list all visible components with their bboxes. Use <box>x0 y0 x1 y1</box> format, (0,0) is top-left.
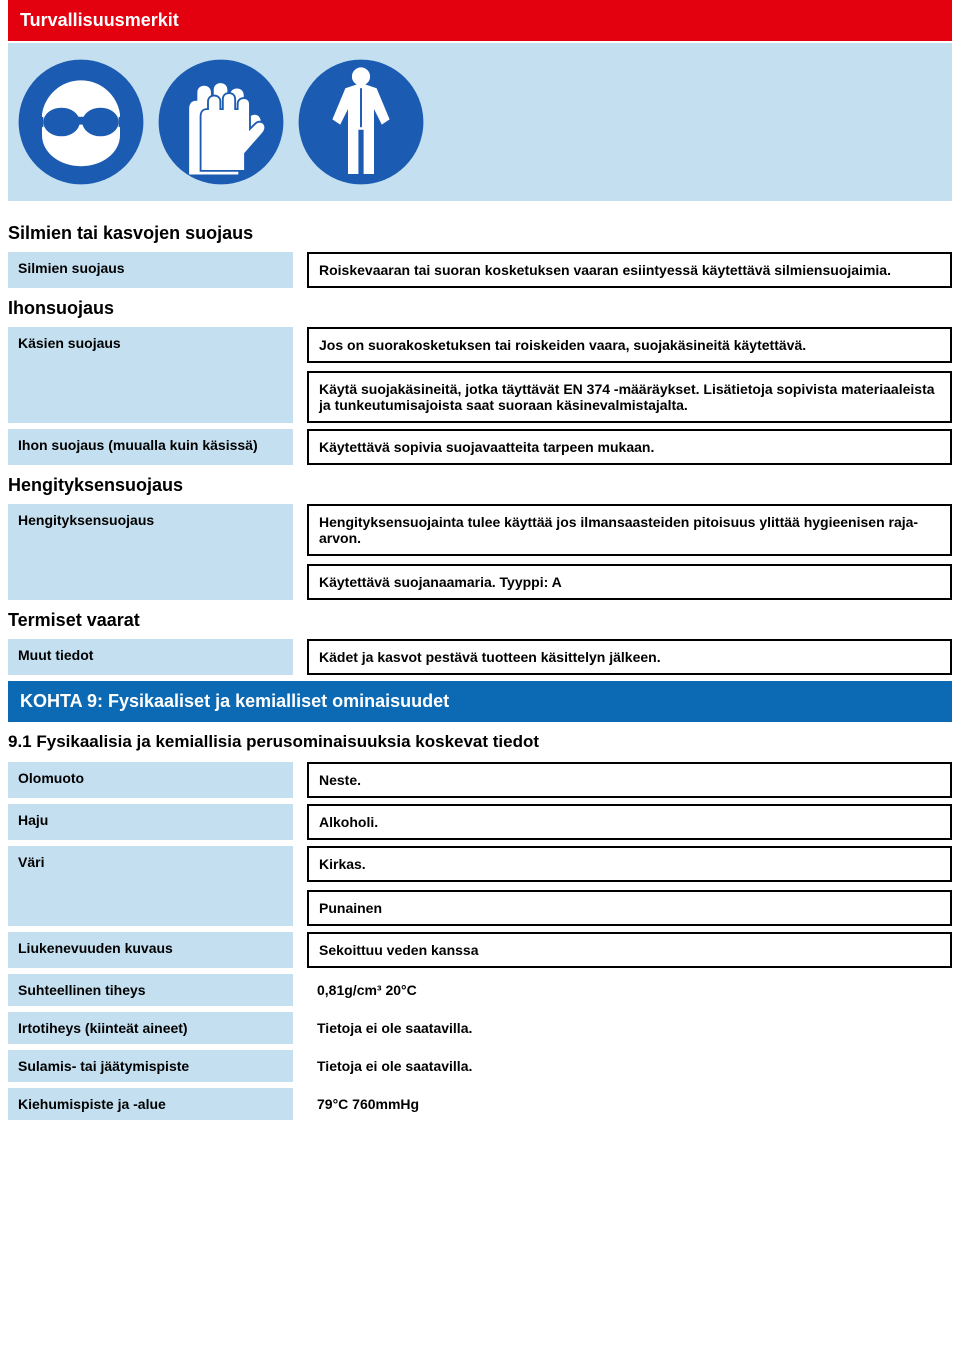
eye-protection-icon <box>16 57 146 187</box>
eye-protection-label: Silmien suojaus <box>8 252 293 288</box>
liuk-row: Liukenevuuden kuvaus Sekoittuu veden kan… <box>8 932 952 968</box>
tiheys-value: 0,81g/cm³ 20°C <box>307 974 952 1006</box>
irto-value: Tietoja ei ole saatavilla. <box>307 1012 952 1044</box>
other-info-value: Kädet ja kasvot pestävä tuotteen käsitte… <box>307 639 952 675</box>
resp-value-2: Käytettävä suojanaamaria. Tyyppi: A <box>307 564 952 600</box>
irto-label: Irtotiheys (kiinteät aineet) <box>8 1012 293 1044</box>
tiheys-row: Suhteellinen tiheys 0,81g/cm³ 20°C <box>8 974 952 1006</box>
sulamis-value: Tietoja ei ole saatavilla. <box>307 1050 952 1082</box>
sulamis-row: Sulamis- tai jäätymispiste Tietoja ei ol… <box>8 1050 952 1082</box>
skin-title: Ihonsuojaus <box>8 294 952 327</box>
hands-value-1: Jos on suorakosketuksen tai roiskeiden v… <box>307 327 952 363</box>
eye-face-title: Silmien tai kasvojen suojaus <box>8 219 952 252</box>
section-9-header: KOHTA 9: Fysikaaliset ja kemialliset omi… <box>8 681 952 722</box>
kiehu-value: 79°C 760mmHg <box>307 1088 952 1120</box>
skin-other-row: Ihon suojaus (muualla kuin käsissä) Käyt… <box>8 429 952 465</box>
gloves-icon <box>156 57 286 187</box>
irto-row: Irtotiheys (kiinteät aineet) Tietoja ei … <box>8 1012 952 1044</box>
haju-label: Haju <box>8 804 293 840</box>
kiehu-label: Kiehumispiste ja -alue <box>8 1088 293 1120</box>
resp-value-1: Hengityksensuojainta tulee käyttää jos i… <box>307 504 952 556</box>
protective-clothing-icon <box>296 57 426 187</box>
liuk-label: Liukenevuuden kuvaus <box>8 932 293 968</box>
resp-row: Hengityksensuojaus Hengityksensuojainta … <box>8 504 952 600</box>
safety-signs-header: Turvallisuusmerkit <box>8 0 952 41</box>
haju-row: Haju Alkoholi. <box>8 804 952 840</box>
vari-value-2: Punainen <box>307 890 952 926</box>
olomuoto-value: Neste. <box>307 762 952 798</box>
section-9-sub: 9.1 Fysikaalisia ja kemiallisia perusomi… <box>8 730 952 762</box>
eye-protection-row: Silmien suojaus Roiskevaaran tai suoran … <box>8 252 952 288</box>
skin-other-label: Ihon suojaus (muualla kuin käsissä) <box>8 429 293 465</box>
safety-icons-band <box>8 43 952 201</box>
skin-other-value: Käytettävä sopivia suojavaatteita tarpee… <box>307 429 952 465</box>
olomuoto-label: Olomuoto <box>8 762 293 798</box>
resp-title: Hengityksensuojaus <box>8 471 952 504</box>
eye-protection-value: Roiskevaaran tai suoran kosketuksen vaar… <box>307 252 952 288</box>
liuk-value: Sekoittuu veden kanssa <box>307 932 952 968</box>
hands-value-2: Käytä suojakäsineitä, jotka täyttävät EN… <box>307 371 952 423</box>
hands-row: Käsien suojaus Jos on suorakosketuksen t… <box>8 327 952 423</box>
other-info-row: Muut tiedot Kädet ja kasvot pestävä tuot… <box>8 639 952 675</box>
page: Turvallisuusmerkit Silmien tai kasvojen <box>0 0 960 1132</box>
thermal-title: Termiset vaarat <box>8 606 952 639</box>
vari-label: Väri <box>8 846 293 926</box>
vari-row: Väri Kirkas. Punainen <box>8 846 952 926</box>
vari-value-1: Kirkas. <box>307 846 952 882</box>
hands-label: Käsien suojaus <box>8 327 293 423</box>
sulamis-label: Sulamis- tai jäätymispiste <box>8 1050 293 1082</box>
haju-value: Alkoholi. <box>307 804 952 840</box>
kiehu-row: Kiehumispiste ja -alue 79°C 760mmHg <box>8 1088 952 1120</box>
resp-label: Hengityksensuojaus <box>8 504 293 600</box>
olomuoto-row: Olomuoto Neste. <box>8 762 952 798</box>
tiheys-label: Suhteellinen tiheys <box>8 974 293 1006</box>
other-info-label: Muut tiedot <box>8 639 293 675</box>
